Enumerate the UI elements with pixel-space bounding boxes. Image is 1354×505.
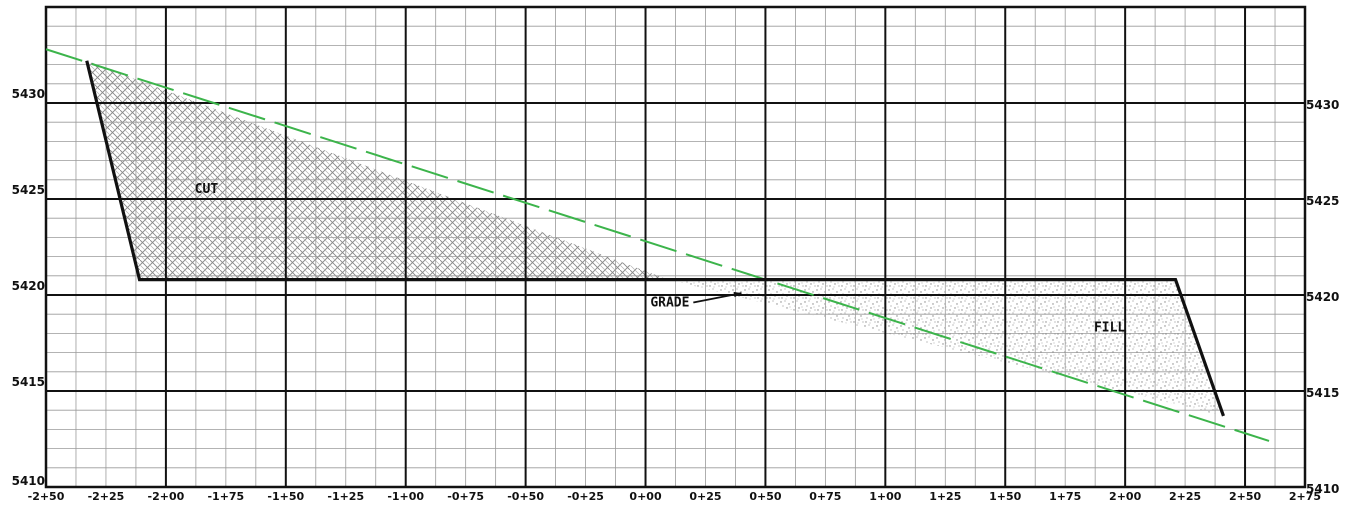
x-tick-label: 0+75	[809, 490, 841, 503]
x-tick-label: -0+75	[447, 490, 484, 503]
x-tick-label: -1+50	[267, 490, 304, 503]
y-tick-label-right: 5425	[1306, 194, 1339, 208]
proposed-section-line	[85, 60, 1225, 417]
grid-layer	[44, 5, 1307, 489]
x-tick-label: -2+50	[28, 490, 65, 503]
plot-frame	[44, 5, 1307, 489]
x-tick-label: -1+25	[327, 490, 364, 503]
series-layer	[45, 48, 1270, 442]
annotation-layer: CUT FILL GRADE	[195, 182, 1126, 335]
x-tick-label: 2+25	[1169, 490, 1201, 503]
tick-label-layer: -2+50 -2+25 -2+00 -1+75 -1+50 -1+25 -1+00 -0+75…	[12, 87, 1340, 503]
y-tick-label-left: 5410	[12, 474, 45, 488]
x-tick-label: -1+75	[207, 490, 244, 503]
existing-ground-line	[45, 48, 1270, 442]
x-tick-label: 1+00	[869, 490, 902, 503]
y-tick-label-right: 5410	[1306, 482, 1339, 496]
fill-label: FILL	[1094, 320, 1125, 335]
y-tick-label-left: 5420	[12, 279, 45, 293]
regions-layer	[86, 60, 1224, 416]
grade-leader-line	[693, 292, 742, 304]
x-tick-label: -0+50	[507, 490, 544, 503]
x-tick-label: 1+50	[989, 490, 1022, 503]
y-tick-label-left: 5425	[12, 183, 45, 197]
fill-region	[668, 279, 1224, 416]
x-tick-label: -2+00	[148, 490, 185, 503]
cut-region	[86, 60, 669, 280]
x-tick-label: -2+25	[88, 490, 125, 503]
x-tick-label: -1+00	[387, 490, 424, 503]
grade-arrowhead	[733, 291, 742, 298]
x-tick-label: 2+50	[1229, 490, 1262, 503]
grade-label: GRADE	[650, 296, 689, 311]
x-tick-label: 0+50	[749, 490, 782, 503]
y-tick-label-left: 5430	[12, 87, 45, 101]
x-tick-label: 0+25	[689, 490, 721, 503]
x-tick-label: -0+25	[567, 490, 604, 503]
x-tick-label: 2+75	[1289, 490, 1321, 503]
cut-label: CUT	[195, 182, 219, 197]
y-tick-label-left: 5415	[12, 375, 45, 389]
x-tick-label: 2+00	[1109, 490, 1142, 503]
y-tick-label-right: 5415	[1306, 386, 1339, 400]
x-tick-label: 1+75	[1049, 490, 1081, 503]
x-tick-label: 0+00	[629, 490, 662, 503]
x-tick-label: 1+25	[929, 490, 961, 503]
y-tick-label-right: 5430	[1306, 98, 1339, 112]
y-tick-label-right: 5420	[1306, 290, 1339, 304]
